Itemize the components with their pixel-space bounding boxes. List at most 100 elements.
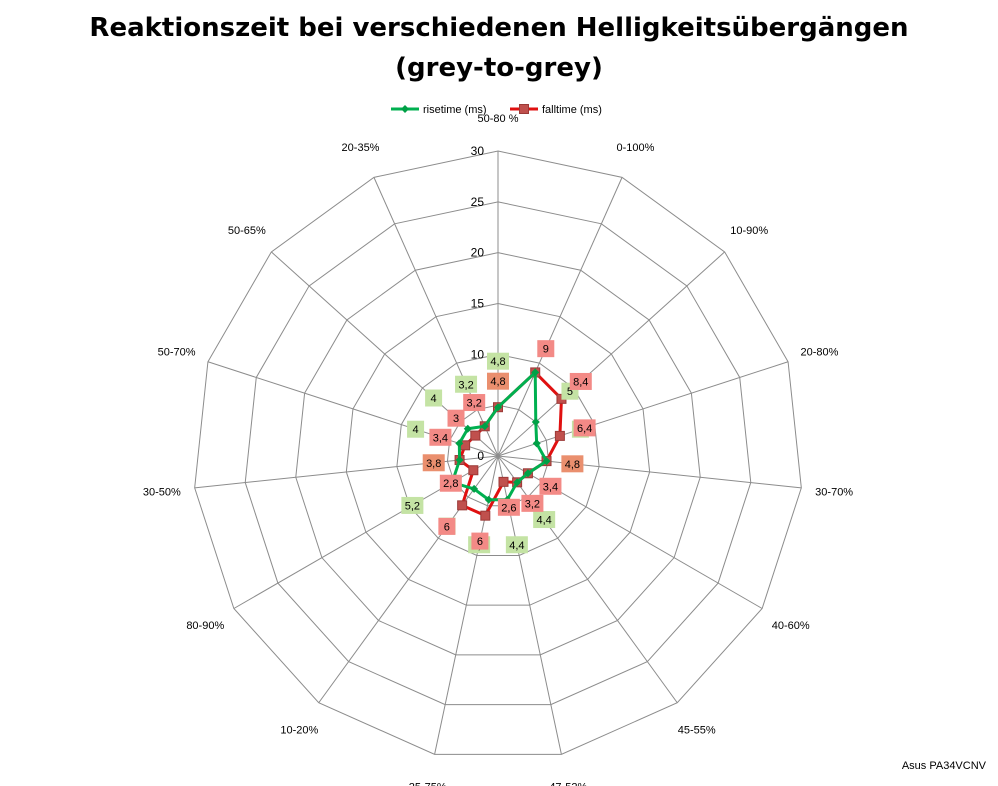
radial-tick-label: 15 xyxy=(471,297,485,311)
legend-falltime-marker xyxy=(519,104,529,114)
data-label: 3,2 xyxy=(525,498,540,510)
data-label: 9 xyxy=(543,344,549,356)
data-label-box xyxy=(439,474,462,492)
risetime-point xyxy=(455,439,464,448)
data-label: 3 xyxy=(453,413,459,425)
risetime-point xyxy=(531,368,540,377)
radial-tick-label: 25 xyxy=(471,195,485,209)
category-label: 47-52% xyxy=(549,782,587,786)
data-label-box xyxy=(521,494,544,512)
category-label: 50-80 % xyxy=(478,113,519,125)
grid-ring xyxy=(396,353,600,556)
data-label-box xyxy=(422,454,445,472)
grid-ring xyxy=(194,150,802,755)
risetime-point xyxy=(523,469,532,478)
data-label: 6,4 xyxy=(577,423,592,435)
falltime-point xyxy=(457,500,468,511)
grid-spoke xyxy=(497,177,623,457)
risetime-point xyxy=(542,457,551,466)
legend-risetime-marker xyxy=(401,105,409,113)
data-label: 4,8 xyxy=(490,376,505,388)
data-label-box xyxy=(487,352,509,370)
category-label: 30-50% xyxy=(143,486,181,498)
radial-tick-label: 10 xyxy=(471,347,485,361)
data-label-box xyxy=(447,409,465,427)
data-label: 3,2 xyxy=(467,398,482,410)
data-label-box xyxy=(569,372,592,390)
category-label: 25-75% xyxy=(409,782,447,786)
category-label: 10-90% xyxy=(730,225,768,237)
grid-spoke xyxy=(497,251,725,457)
data-label-box xyxy=(438,517,456,535)
data-label-box xyxy=(505,536,528,554)
data-label: 2,8 xyxy=(443,478,458,490)
chart-title-line-1: Reaktionszeit bei verschiedenen Helligke… xyxy=(89,13,909,43)
risetime-point xyxy=(470,484,479,493)
grid-ring xyxy=(345,302,651,606)
data-label-box xyxy=(497,498,520,516)
data-label-box xyxy=(573,419,596,437)
grid-spoke xyxy=(194,455,499,489)
data-label: 6 xyxy=(444,521,450,533)
risetime-point xyxy=(463,424,472,433)
data-label: 8,4 xyxy=(573,376,588,388)
category-label: 80-90% xyxy=(186,620,224,632)
risetime-point xyxy=(531,417,540,426)
category-label: 10-20% xyxy=(280,724,318,736)
category-label: 20-35% xyxy=(342,142,380,154)
category-label: 0-100% xyxy=(617,142,655,154)
data-label: 4 xyxy=(413,424,419,436)
data-label: 3,2 xyxy=(458,379,473,391)
falltime-point xyxy=(468,465,479,476)
data-label-box xyxy=(539,477,562,495)
data-label-box xyxy=(471,532,489,550)
category-label: 20-80% xyxy=(800,347,838,359)
data-label: 2,6 xyxy=(501,502,516,514)
risetime-point xyxy=(513,478,522,487)
data-label: 4 xyxy=(431,393,437,405)
falltime-point xyxy=(470,430,481,441)
legend-risetime-label: risetime (ms) xyxy=(423,104,487,116)
category-label: 45-55% xyxy=(678,724,716,736)
data-label-box xyxy=(561,455,584,473)
grid-spoke xyxy=(373,177,499,457)
grid-spoke xyxy=(318,455,499,704)
legend-falltime-label: falltime (ms) xyxy=(542,104,602,116)
radial-tick-label: 30 xyxy=(471,144,485,158)
data-label-box xyxy=(537,340,555,358)
data-label-box xyxy=(455,375,478,393)
data-label: 5,2 xyxy=(405,500,420,512)
data-label: 3,4 xyxy=(433,432,448,444)
data-label-box xyxy=(401,496,424,514)
chart-title: Reaktionszeit bei verschiedenen Helligke… xyxy=(0,8,998,88)
grid-ring xyxy=(244,201,752,706)
falltime-point xyxy=(554,430,565,441)
risetime-point xyxy=(480,422,489,431)
data-label-box xyxy=(487,372,509,390)
data-label: 4,8 xyxy=(490,356,505,368)
data-label: 4,8 xyxy=(565,459,580,471)
category-label: 50-65% xyxy=(228,225,266,237)
grid-ring xyxy=(295,252,701,656)
category-label: 40-60% xyxy=(772,620,810,632)
chart-title-line-2: (grey-to-grey) xyxy=(395,53,603,83)
grid-spoke xyxy=(497,455,678,704)
category-label: 50-70% xyxy=(158,347,196,359)
data-label: 3,4 xyxy=(543,481,558,493)
data-label-box xyxy=(407,420,425,438)
radial-tick-label: 0 xyxy=(477,449,484,463)
credit-label: Asus PA34VCNV xyxy=(901,760,986,772)
data-label: 3,8 xyxy=(426,458,441,470)
falltime-point xyxy=(498,476,509,487)
grid-spoke xyxy=(434,455,499,755)
data-label: 5 xyxy=(567,386,573,398)
grid-spoke xyxy=(207,361,499,457)
data-label: 4,4 xyxy=(509,540,524,552)
data-label: 4,4 xyxy=(537,515,552,527)
falltime-point xyxy=(480,510,491,521)
data-label-box xyxy=(533,511,556,529)
data-label-box xyxy=(425,389,443,407)
data-label-box xyxy=(429,428,452,446)
risetime-point xyxy=(484,495,493,504)
